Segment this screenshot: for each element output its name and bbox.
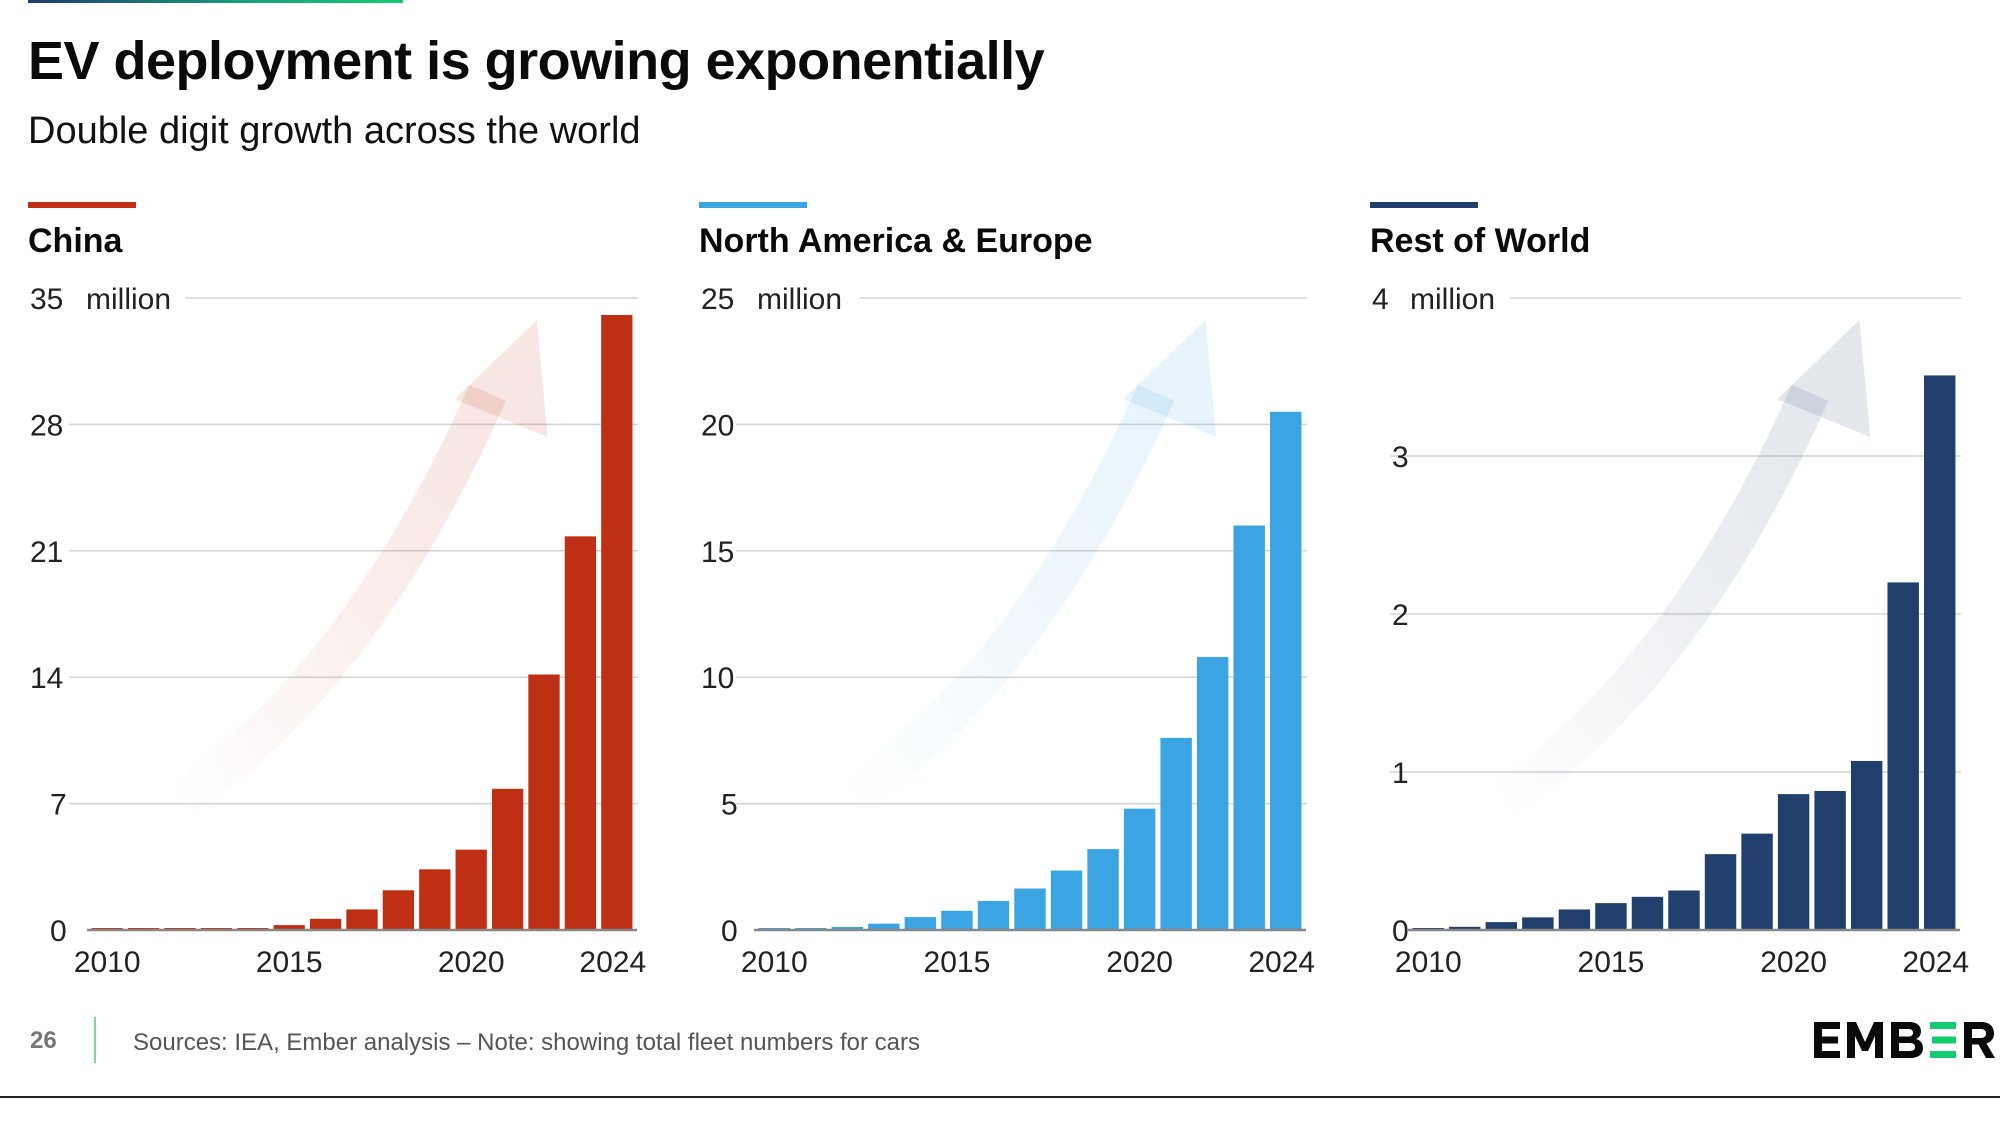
bar-2013	[1522, 917, 1554, 930]
page-subtitle: Double digit growth across the world	[28, 110, 641, 152]
bar-2022	[528, 674, 560, 930]
logo-letter-green-e	[1930, 1022, 1956, 1058]
y-tick-label: 0	[721, 915, 738, 948]
panel-accent-rest-of-world	[1370, 202, 1478, 208]
bar-2015	[1595, 903, 1627, 930]
x-tick-label: 2015	[924, 946, 991, 979]
bar-2024	[1924, 375, 1956, 930]
logo-letter-b	[1891, 1022, 1923, 1058]
y-tick-label: 0	[50, 915, 67, 948]
x-tick-label: 2010	[1395, 946, 1462, 979]
y-tick-label: 7	[50, 789, 67, 822]
y-tick-label: 5	[721, 789, 738, 822]
x-tick-label: 2010	[74, 946, 141, 979]
logo-letter-r	[1964, 1022, 1995, 1058]
bar-2012	[831, 926, 864, 930]
bar-2019	[1087, 849, 1119, 930]
bar-2022	[1850, 760, 1883, 930]
bar-2014	[1558, 909, 1591, 930]
bar-2015	[273, 925, 305, 930]
bar-2016	[977, 900, 1010, 930]
bar-2016	[1631, 896, 1664, 930]
y-tick-label: 1	[1392, 757, 1409, 790]
trend-arrow-head	[1123, 320, 1217, 438]
footer-rule	[0, 1096, 2000, 1098]
bar-2011	[1449, 926, 1481, 930]
trend-arrow-shaft	[1486, 384, 1829, 821]
y-tick-label: 15	[701, 536, 734, 569]
bar-2018	[1704, 854, 1737, 930]
logo-letter-m	[1847, 1022, 1883, 1058]
bar-2023	[564, 536, 597, 930]
bar-2012	[1485, 922, 1518, 930]
panel-accent-china	[28, 202, 136, 208]
bar-2017	[1668, 890, 1700, 930]
bar-2018	[382, 890, 415, 930]
logo-letter-e	[1814, 1022, 1840, 1058]
page-title: EV deployment is growing exponentially	[28, 31, 1045, 91]
chart-north-america-europe: 0 5 10 15 20 25 million 2010 2015 2020 2024	[701, 283, 1315, 979]
source-note: Sources: IEA, Ember analysis – Note: sho…	[133, 1029, 921, 1056]
bar-2014	[904, 917, 937, 930]
bar-2021	[1814, 790, 1846, 930]
trend-arrow-head	[1777, 320, 1871, 438]
x-tick-label: 2024	[579, 946, 646, 979]
bar-2023	[1233, 525, 1265, 930]
bar-2018	[1050, 870, 1083, 930]
bar-2016	[309, 918, 342, 930]
bar-2017	[346, 909, 378, 930]
trend-arrow-head	[454, 320, 548, 438]
bar-2020	[455, 849, 487, 930]
bar-2019	[1741, 833, 1773, 930]
y-tick-label: 2	[1392, 599, 1409, 632]
bar-2021	[1160, 737, 1192, 930]
bar-2021	[491, 788, 524, 930]
panel-title-north-america-europe: North America & Europe	[699, 222, 1093, 260]
bar-2024	[601, 314, 633, 930]
panel-title-china: China	[28, 222, 123, 260]
bar-2023	[1887, 582, 1919, 930]
y-tick-label: 3	[1392, 441, 1409, 474]
y-tick-label: 4	[1372, 283, 1389, 316]
x-tick-label: 2024	[1248, 946, 1315, 979]
footer-separator	[94, 1017, 96, 1063]
y-unit-label: million	[86, 283, 171, 316]
y-tick-label: 35	[30, 283, 63, 316]
x-tick-label: 2020	[1106, 946, 1173, 979]
trend-arrow-shaft	[165, 384, 506, 821]
x-tick-label: 2024	[1902, 946, 1969, 979]
y-tick-label: 20	[701, 409, 734, 442]
bar-2022	[1196, 656, 1229, 930]
x-tick-label: 2015	[256, 946, 323, 979]
bar-2015	[941, 910, 973, 930]
y-tick-label: 28	[30, 409, 63, 442]
bar-2019	[419, 869, 451, 930]
bar-2024	[1270, 411, 1302, 930]
y-tick-label: 10	[701, 662, 734, 695]
chart-rest-of-world: 0 1 2 3 4 million 2010 2015 2020 2024	[1372, 283, 1969, 979]
x-tick-label: 2015	[1578, 946, 1645, 979]
bar-2017	[1014, 888, 1046, 930]
x-tick-label: 2020	[438, 946, 505, 979]
panel-title-rest-of-world: Rest of World	[1370, 222, 1591, 260]
x-tick-label: 2020	[1760, 946, 1827, 979]
y-tick-label: 25	[701, 283, 734, 316]
bar-2013	[868, 923, 900, 930]
chart-china: 0 7 14 21 28 35 million 2010 2015 2020 2024	[30, 283, 646, 979]
y-tick-label: 21	[30, 536, 63, 569]
y-tick-label: 0	[1392, 915, 1409, 948]
top-accent-bar	[28, 0, 403, 3]
ember-logo: EMBER	[1814, 1022, 1995, 1058]
y-unit-label: million	[1410, 283, 1495, 316]
bar-2020	[1123, 808, 1156, 930]
x-tick-label: 2010	[741, 946, 808, 979]
page-number: 26	[30, 1027, 57, 1054]
y-unit-label: million	[757, 283, 842, 316]
y-tick-label: 14	[30, 662, 63, 695]
panel-accent-north-america-europe	[699, 202, 807, 208]
bar-2020	[1777, 794, 1810, 930]
trend-arrow-shaft	[832, 384, 1175, 821]
